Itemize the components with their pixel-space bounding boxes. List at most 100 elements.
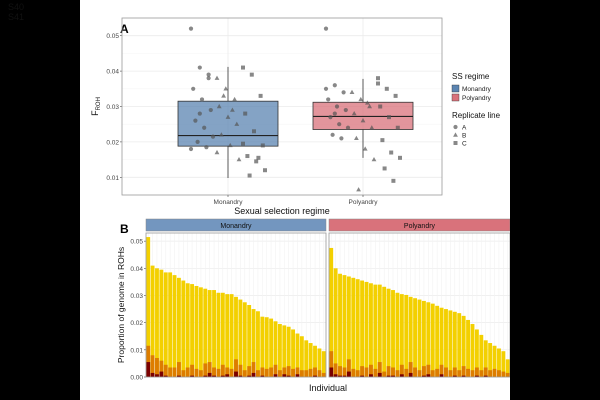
bar-total-polyandry-39: [501, 351, 506, 377]
point-polyandry-c-2: [393, 93, 398, 98]
legend-line-a: A: [462, 125, 467, 132]
y-axis-label-a-sub: ROH: [96, 97, 102, 110]
bar-mid-polyandry-10: [373, 368, 378, 377]
point-polyandry-a-7: [337, 122, 342, 127]
bar-low-monandry-32: [286, 375, 291, 377]
point-monandry-b-1: [223, 86, 229, 91]
bar-mid-monandry-40: [321, 372, 326, 377]
bar-mid-polyandry-34: [479, 370, 484, 377]
point-monandry-b-0: [214, 75, 220, 80]
bar-mid-polyandry-23: [430, 370, 435, 377]
point-monandry-a-4: [199, 97, 205, 102]
point-polyandry-c-4: [387, 115, 391, 120]
bar-total-monandry-22: [242, 302, 247, 377]
ytick-a-3: 0.04: [106, 69, 119, 76]
ytick-b-5: 0.05: [130, 239, 143, 246]
panel-label-b: B: [120, 222, 129, 236]
bar-total-polyandry-16: [399, 294, 404, 377]
bar-mid-polyandry-39: [501, 371, 506, 377]
bar-low-polyandry-2: [338, 375, 342, 377]
bar-mid-polyandry-16: [399, 364, 404, 377]
point-monandry-c-4: [252, 129, 256, 134]
point-monandry-a-6: [193, 118, 198, 123]
bar-total-polyandry-10: [373, 284, 378, 377]
legend-shape-b: [453, 132, 458, 137]
bar-mid-polyandry-35: [483, 367, 488, 377]
point-monandry-b-4: [225, 114, 231, 119]
figure-page: A 0.01 0.02 0.03 0.04 0.05 Monandry Polyandry Se…: [80, 0, 510, 400]
bar-mid-monandry-5: [168, 367, 173, 377]
bar-mid-monandry-2: [155, 357, 159, 377]
bar-low-monandry-34: [295, 374, 300, 377]
bar-low-monandry-21: [238, 375, 243, 377]
bar-mid-monandry-0: [146, 345, 151, 377]
point-monandry-c-3: [243, 111, 248, 116]
point-polyandry-b-5: [369, 125, 375, 130]
bar-low-polyandry-25: [439, 374, 444, 377]
legend-line-title: Replicate line: [452, 111, 501, 120]
point-monandry-b-10: [230, 107, 235, 112]
point-polyandry-a-0: [323, 26, 329, 31]
bar-mid-polyandry-25: [439, 364, 444, 377]
bar-mid-monandry-26: [260, 367, 265, 377]
bar-mid-polyandry-36: [488, 370, 493, 377]
bar-mid-monandry-9: [185, 367, 190, 377]
bar-total-monandry-6: [172, 275, 177, 377]
bar-mid-monandry-31: [282, 367, 287, 377]
bar-mid-polyandry-4: [346, 359, 351, 377]
point-polyandry-c-8: [398, 155, 402, 160]
point-monandry-a-9: [195, 139, 200, 144]
bar-total-polyandry-38: [497, 348, 501, 377]
bar-low-monandry-1: [150, 372, 155, 377]
bar-mid-polyandry-15: [395, 370, 400, 377]
point-monandry-b-5: [234, 121, 240, 126]
bar-mid-polyandry-11: [377, 362, 382, 377]
bar-mid-polyandry-18: [408, 362, 413, 377]
bar-mid-polyandry-0: [329, 351, 334, 377]
bar-total-monandry-23: [247, 305, 252, 377]
point-polyandry-b-9: [356, 187, 361, 192]
bar-mid-monandry-36: [304, 370, 309, 377]
point-monandry-b-6: [219, 132, 224, 137]
ytick-b-4: 0.04: [130, 266, 143, 273]
bar-low-monandry-24: [251, 372, 256, 377]
bar-total-polyandry-23: [430, 303, 435, 377]
bar-total-polyandry-9: [368, 283, 373, 377]
point-monandry-b-7: [227, 142, 233, 148]
legend-line-c: C: [462, 141, 467, 148]
bar-mid-monandry-34: [295, 367, 300, 377]
bar-mid-polyandry-40: [505, 372, 510, 377]
bar-low-polyandry-4: [346, 371, 351, 377]
bar-mid-monandry-6: [172, 367, 177, 377]
plot-frame-b-monandry: [145, 232, 327, 378]
point-polyandry-c-11: [376, 81, 380, 86]
bar-total-polyandry-30: [461, 315, 466, 377]
bar-mid-polyandry-8: [364, 367, 369, 377]
bar-low-monandry-23: [247, 375, 252, 377]
bar-total-monandry-4: [163, 272, 168, 377]
bar-low-polyandry-0: [329, 367, 334, 377]
bar-total-monandry-9: [185, 283, 190, 377]
point-monandry-c-6: [245, 154, 250, 159]
bar-mid-monandry-4: [163, 364, 168, 377]
bar-mid-polyandry-2: [338, 366, 342, 377]
bar-low-monandry-29: [273, 374, 278, 377]
bar-mid-monandry-33: [291, 368, 296, 377]
point-monandry-c-7: [254, 159, 259, 164]
bar-total-polyandry-29: [457, 313, 462, 377]
bar-total-polyandry-7: [360, 280, 365, 377]
point-polyandry-b-6: [354, 135, 359, 141]
bar-total-polyandry-13: [386, 288, 391, 377]
bar-mid-polyandry-33: [474, 367, 479, 377]
legend-swatch-polyandry: [451, 93, 460, 102]
bar-total-monandry-21: [238, 299, 243, 377]
bar-total-monandry-32: [286, 326, 291, 377]
legend-ss-title: SS regime: [452, 72, 490, 81]
legend-shape-a: [453, 124, 458, 130]
bar-low-monandry-4: [163, 375, 168, 377]
point-polyandry-a-3: [326, 97, 331, 102]
bar-mid-monandry-10: [190, 364, 195, 377]
bar-total-polyandry-36: [488, 343, 493, 377]
point-polyandry-b-2: [367, 103, 372, 109]
bar-mid-polyandry-19: [413, 367, 418, 377]
